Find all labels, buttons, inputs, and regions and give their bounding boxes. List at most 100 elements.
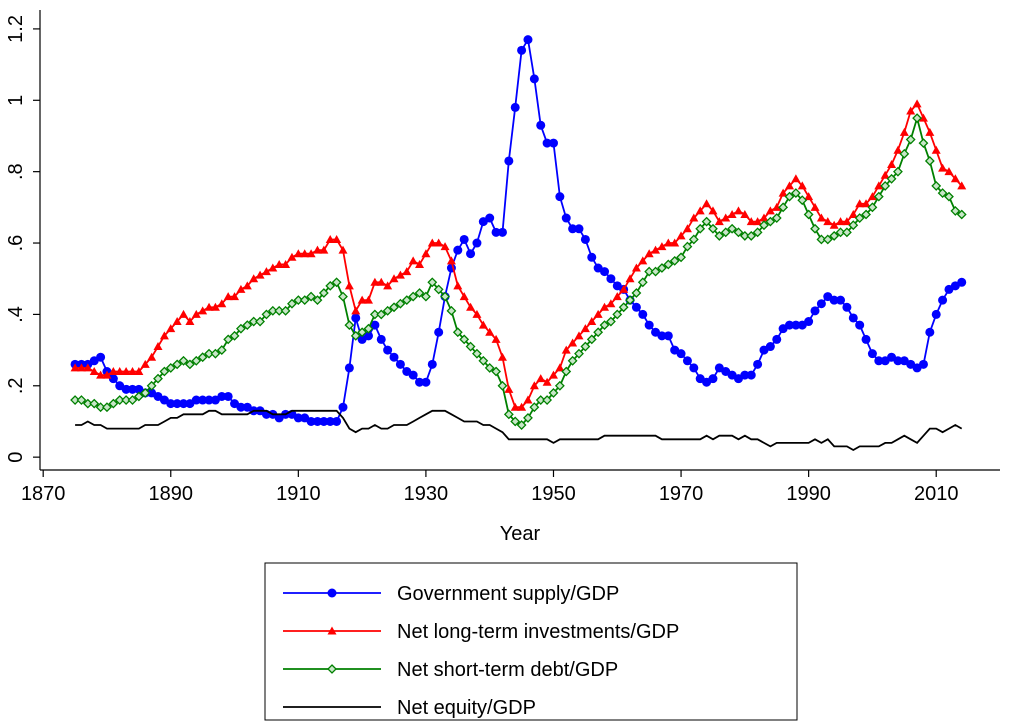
- marker: [548, 370, 558, 379]
- marker: [242, 320, 253, 331]
- marker: [491, 227, 501, 237]
- marker: [568, 338, 578, 347]
- marker: [638, 256, 648, 265]
- marker: [306, 249, 316, 258]
- marker: [580, 234, 590, 244]
- marker: [791, 320, 801, 330]
- marker: [580, 324, 590, 333]
- marker: [504, 384, 514, 393]
- marker: [733, 206, 743, 215]
- x-tick-label: 1950: [531, 483, 576, 505]
- marker: [414, 288, 425, 298]
- marker: [140, 387, 151, 398]
- marker: [682, 241, 693, 252]
- marker: [957, 181, 967, 190]
- marker: [956, 209, 967, 220]
- marker: [184, 359, 195, 370]
- marker: [816, 213, 826, 222]
- marker: [312, 245, 322, 254]
- marker: [561, 345, 571, 354]
- marker: [338, 402, 348, 412]
- marker: [204, 302, 214, 311]
- marker: [841, 227, 852, 238]
- marker: [267, 305, 278, 316]
- marker: [644, 249, 654, 258]
- marker: [739, 230, 750, 241]
- marker: [842, 217, 852, 226]
- marker: [740, 209, 750, 218]
- marker: [765, 216, 776, 227]
- marker: [89, 398, 100, 409]
- marker: [651, 245, 661, 254]
- marker: [823, 217, 833, 226]
- x-tick-label: 1870: [21, 483, 66, 505]
- marker: [874, 356, 884, 366]
- marker: [759, 213, 769, 222]
- marker: [197, 352, 208, 363]
- marker: [593, 309, 603, 318]
- marker: [121, 384, 131, 394]
- marker: [217, 299, 227, 308]
- marker: [676, 349, 686, 359]
- marker: [555, 363, 565, 372]
- marker: [535, 395, 546, 405]
- marker: [108, 398, 119, 409]
- marker: [606, 274, 616, 284]
- marker: [593, 327, 604, 338]
- marker: [829, 230, 840, 241]
- marker: [906, 106, 916, 115]
- marker: [663, 238, 673, 247]
- marker: [478, 355, 489, 366]
- marker: [804, 317, 814, 327]
- marker: [899, 127, 909, 136]
- marker: [548, 387, 559, 398]
- marker: [248, 316, 259, 327]
- marker: [925, 327, 935, 337]
- marker: [587, 252, 597, 262]
- marker: [89, 367, 99, 376]
- marker: [485, 213, 495, 223]
- marker: [625, 274, 635, 283]
- legend-marker: [327, 626, 337, 635]
- marker: [293, 249, 303, 258]
- marker: [166, 399, 176, 409]
- marker: [325, 280, 336, 291]
- marker: [689, 363, 699, 373]
- marker: [740, 370, 750, 380]
- marker: [905, 134, 916, 145]
- marker: [133, 391, 144, 402]
- marker: [855, 320, 865, 330]
- marker: [688, 234, 699, 245]
- marker: [153, 342, 163, 351]
- marker: [204, 348, 214, 359]
- marker: [529, 381, 539, 390]
- marker: [357, 327, 368, 338]
- marker: [472, 309, 482, 318]
- marker: [938, 163, 948, 172]
- marker: [382, 305, 393, 316]
- marker: [338, 245, 348, 254]
- marker: [76, 363, 86, 372]
- marker: [822, 234, 833, 245]
- marker: [121, 367, 131, 376]
- marker: [255, 316, 265, 327]
- series-line: [75, 409, 963, 452]
- marker: [574, 348, 584, 359]
- marker: [568, 224, 578, 234]
- marker: [127, 384, 137, 394]
- marker: [517, 402, 527, 411]
- marker: [893, 145, 903, 154]
- y-tick-label: .2: [5, 377, 27, 394]
- marker: [848, 220, 859, 231]
- marker: [427, 359, 437, 369]
- marker: [510, 102, 520, 112]
- marker: [586, 334, 597, 345]
- marker: [344, 320, 355, 331]
- marker: [318, 288, 329, 298]
- marker: [600, 302, 610, 311]
- marker: [778, 202, 789, 213]
- marker: [121, 395, 132, 405]
- marker: [714, 230, 725, 241]
- marker: [255, 270, 265, 279]
- y-tick-label: .6: [5, 235, 27, 252]
